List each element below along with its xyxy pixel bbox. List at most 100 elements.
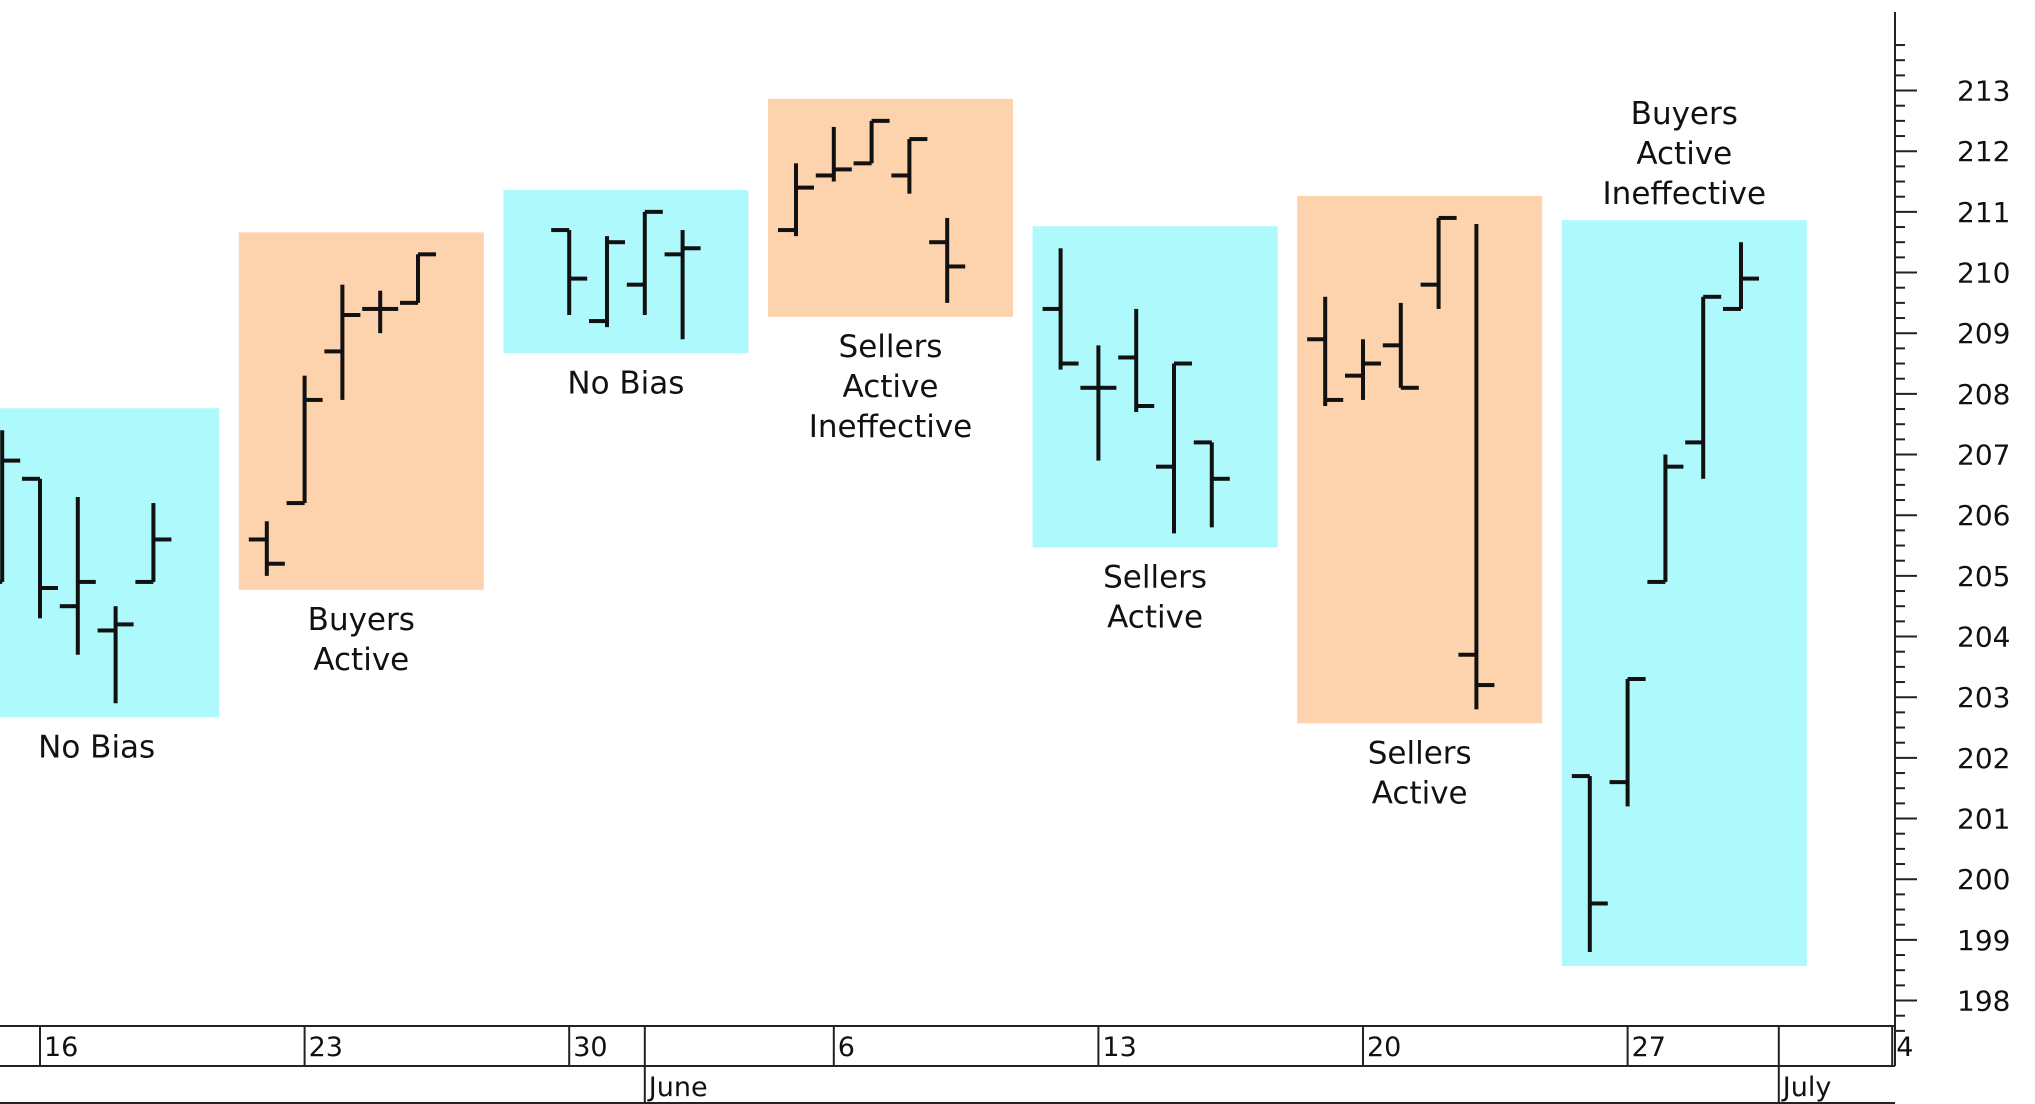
bar-close-tick — [569, 276, 588, 281]
zone-box — [0, 408, 220, 718]
zone-label: Sellers Active — [1103, 559, 1207, 635]
ohlc-bar — [248, 521, 285, 576]
zone-box — [1561, 220, 1807, 966]
bar-range — [0, 430, 5, 582]
bar-open-tick — [1307, 337, 1326, 342]
x-tick-label: 16 — [44, 1032, 78, 1063]
bar-range — [378, 290, 383, 334]
bar-range — [1134, 308, 1139, 413]
y-tick-label: 209 — [1957, 317, 2010, 350]
bar-range — [1096, 345, 1101, 461]
x-tick-label: 20 — [1367, 1032, 1401, 1063]
bar-range — [1701, 296, 1706, 479]
x-tick-label: 30 — [573, 1032, 607, 1063]
bar-open-tick — [853, 161, 872, 166]
zone-box — [1032, 226, 1278, 548]
bar-close-tick — [1136, 404, 1155, 408]
bar-range — [38, 478, 42, 619]
zone-label-line: Sellers — [1368, 735, 1472, 771]
bar-range — [264, 521, 269, 576]
ohlc-bar — [1118, 308, 1155, 413]
bar-open-tick — [1193, 440, 1212, 445]
bar-open-tick — [362, 306, 381, 311]
bar-range — [416, 254, 420, 303]
bar-open-tick — [1647, 579, 1666, 584]
bar-close-tick — [644, 209, 663, 214]
bar-close-tick — [871, 118, 890, 123]
ohlc-bar — [1080, 345, 1117, 461]
bar-range — [1209, 442, 1214, 528]
zone-label-line: No Bias — [567, 365, 684, 401]
bar-range — [605, 236, 609, 328]
bar-open-tick — [400, 300, 418, 305]
bar-open-tick — [778, 228, 796, 233]
bar-open-tick — [22, 476, 40, 481]
bar-close-tick — [682, 246, 701, 251]
y-tick-label: 200 — [1957, 863, 2010, 896]
ohlc-bar — [778, 163, 814, 237]
ohlc-bar — [1420, 215, 1457, 309]
bar-close-tick — [1589, 901, 1608, 906]
ohlc-bar — [589, 236, 625, 328]
y-tick-label: 207 — [1957, 439, 2010, 472]
bar-range — [302, 375, 307, 504]
bar-range — [680, 230, 685, 340]
bar-open-tick — [815, 173, 834, 178]
bar-open-tick — [324, 349, 343, 354]
bar-range — [75, 497, 80, 655]
ohlc-bar — [551, 228, 588, 315]
bar-close-tick — [153, 537, 172, 542]
ohlc-bar — [59, 497, 96, 655]
y-tick-label: 199 — [1957, 924, 2010, 957]
bar-range — [1663, 454, 1668, 582]
ohlc-bar — [1193, 440, 1230, 528]
bar-range — [1323, 296, 1328, 406]
bar-open-tick — [1382, 343, 1401, 348]
bar-close-tick — [1627, 677, 1646, 681]
bar-open-tick — [1042, 306, 1061, 311]
y-tick-label: 204 — [1957, 621, 2010, 654]
month-label: July — [1781, 1072, 1832, 1103]
ohlc-bar — [929, 217, 966, 303]
bar-range — [831, 126, 836, 182]
zone-label-line: Buyers — [308, 602, 415, 638]
ohlc-bar — [286, 375, 323, 506]
bar-close-tick — [266, 561, 285, 566]
bar-close-tick — [796, 185, 814, 190]
bar-range — [151, 503, 156, 582]
bar-close-tick — [1060, 361, 1079, 366]
price-bars-layer — [0, 118, 1759, 952]
bar-open-tick — [551, 228, 570, 233]
bar-range — [1361, 339, 1365, 400]
bar-range — [642, 211, 647, 315]
ohlc-bar — [1647, 454, 1684, 584]
y-tick-label: 210 — [1957, 257, 2010, 290]
bar-open-tick — [664, 252, 683, 257]
bar-close-tick — [1174, 361, 1192, 366]
ohlc-bar — [1571, 774, 1608, 952]
bar-range — [1587, 776, 1592, 952]
x-tick-label: 6 — [838, 1032, 855, 1063]
ohlc-bar — [1723, 242, 1759, 311]
bar-range — [945, 217, 950, 303]
bar-open-tick — [286, 501, 305, 506]
ohlc-bar — [1609, 677, 1646, 807]
y-tick-label: 205 — [1957, 560, 2010, 593]
ohlc-bar — [1042, 248, 1079, 370]
bar-open-tick — [97, 628, 116, 633]
bar-range — [907, 139, 912, 194]
ohlc-bar — [1685, 294, 1722, 479]
bar-close-tick — [909, 137, 928, 142]
bar-open-tick — [1571, 774, 1590, 779]
bar-close-tick — [342, 313, 361, 317]
zone-label: Sellers Active Ineffective — [809, 329, 973, 445]
bar-close-tick — [833, 167, 852, 172]
zone-box — [503, 189, 749, 354]
zone-label-line: Ineffective — [1603, 176, 1767, 212]
zone-label-line: Buyers — [1631, 96, 1738, 132]
bar-open-tick — [0, 579, 3, 584]
zone-label: No Bias — [38, 729, 155, 765]
bar-open-tick — [1685, 440, 1704, 445]
